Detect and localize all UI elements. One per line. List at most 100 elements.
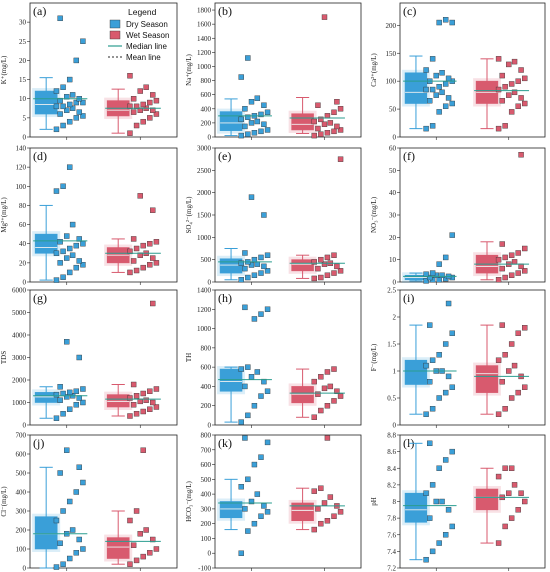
dry-point [248,194,255,200]
dry-point [442,17,449,23]
dry-point [73,402,80,408]
wet-point [508,341,515,347]
legend-swatch [109,19,121,29]
dry-point [76,109,82,115]
y-tick-label: 200 [201,520,212,528]
wet-point [518,95,524,101]
y-tick-label: 7.6 [387,531,396,539]
y-axis-label: K⁺(mg/L) [0,55,8,84]
wet-point [337,509,344,515]
wet-point [334,263,340,270]
dry-point [73,99,80,106]
wet-point [508,465,515,471]
wet-point [137,88,143,94]
y-tick-label: 2500 [197,167,212,175]
panel-label: (h) [218,291,232,305]
panel-label: (k) [218,436,232,450]
y-tick-label: 5000 [12,309,27,317]
dry-point [445,75,452,82]
y-tick-label: 2000 [197,189,212,197]
dry-point [76,258,82,264]
dry-point [258,311,264,317]
dry-point [258,393,264,399]
wet-point [127,130,133,136]
wet-point [137,531,143,537]
y-tick-label: 8 [393,498,397,506]
panel-f: 0 10 20 30 40 50 60 NO₃⁻(mg/L) (f) [370,145,546,287]
dry-point [60,183,66,189]
dry-point [242,123,248,130]
dry-point [258,513,264,519]
dry-point [436,352,442,358]
wet-point [324,403,331,409]
dry-point [442,254,449,261]
dry-point [242,250,248,256]
wet-point [133,393,140,399]
wet-point [508,252,515,258]
y-tick-label: 500 [16,470,27,478]
dry-point [73,489,80,495]
dry-point [439,498,445,505]
wet-point [506,490,512,496]
dry-point [439,89,445,96]
wet-point [508,395,515,401]
dry-point [69,105,76,111]
dry-point [245,364,251,370]
y-tick-label: 400 [201,491,212,499]
y-axis-label: HCO₃⁻(mg/L) [185,480,193,521]
dry-point [73,550,80,556]
wet-box [291,113,314,131]
y-tick-label: 20 [19,57,27,65]
wet-point [318,485,324,491]
dry-point [248,498,255,505]
dry-point [436,465,442,471]
wet-point [324,130,331,136]
wet-point [140,553,146,560]
wet-point [127,561,133,567]
legend-title: Legend [128,7,157,17]
wet-point [502,254,508,261]
dry-point [423,278,429,284]
legend-item-label: Median line [126,42,167,51]
panel-frame [399,147,546,283]
dry-point [60,84,66,90]
panel-label: (j) [33,436,44,450]
dry-point [449,384,455,390]
dry-box [34,90,58,115]
wet-point [522,384,528,390]
dry-box [34,233,58,254]
panel-a: 0 5 10 15 20 25 30 K⁺(mg/L) (a) [0,2,178,142]
y-axis-label: Na⁺(mg/L) [185,53,193,85]
dry-point [258,454,264,460]
wet-box [475,488,499,511]
wet-point [324,518,331,524]
panel-label: (d) [33,149,47,163]
dry-point [238,277,244,283]
wet-point [147,388,153,394]
dry-point [238,132,244,139]
dry-point [57,97,63,104]
dry-point [442,341,449,347]
wet-point [324,369,331,375]
y-tick-label: 30 [389,212,397,220]
wet-point [337,156,344,162]
y-tick-label: 100 [386,78,397,86]
y-tick-label: 4000 [12,332,27,340]
panel-label: (f) [403,149,415,163]
wet-box [106,394,130,408]
wet-point [311,488,317,494]
wet-point [311,132,317,139]
panel-frame [29,2,178,138]
dry-point [429,123,436,129]
wet-point [137,252,143,258]
y-tick-label: 1000 [197,234,212,242]
dry-point [69,252,76,258]
dry-point [238,550,244,556]
dry-point [64,255,70,261]
dry-point [429,548,436,555]
dry-box [34,392,58,403]
dry-point [427,98,433,104]
dry-point [245,528,251,534]
dry-point [254,118,261,125]
wet-point [318,374,324,380]
